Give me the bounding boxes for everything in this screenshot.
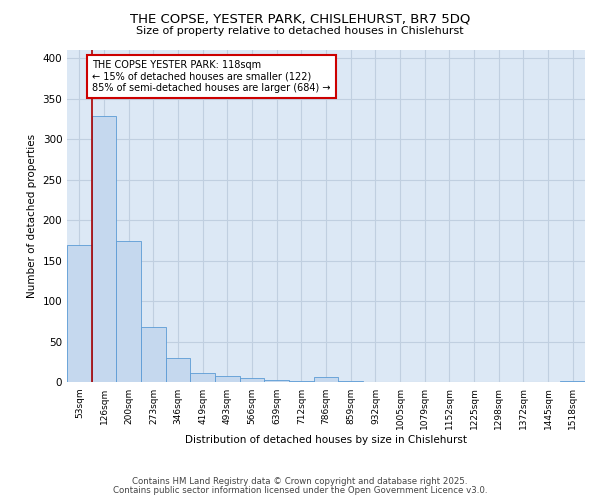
X-axis label: Distribution of detached houses by size in Chislehurst: Distribution of detached houses by size … (185, 435, 467, 445)
Bar (92, 116, 116, 382)
Text: THE COPSE, YESTER PARK, CHISLEHURST, BR7 5DQ: THE COPSE, YESTER PARK, CHISLEHURST, BR7… (130, 12, 470, 26)
Bar (314, 377, 338, 382)
Bar (190, 372, 215, 382)
Bar (166, 358, 190, 382)
Text: THE COPSE YESTER PARK: 118sqm
← 15% of detached houses are smaller (122)
85% of : THE COPSE YESTER PARK: 118sqm ← 15% of d… (92, 60, 331, 93)
Bar (265, 380, 289, 382)
Text: Contains public sector information licensed under the Open Government Licence v3: Contains public sector information licen… (113, 486, 487, 495)
Bar (141, 328, 166, 382)
Bar (560, 381, 585, 382)
Bar (338, 381, 363, 382)
Bar (215, 376, 240, 382)
Bar (116, 240, 141, 382)
Bar (289, 381, 314, 382)
Bar (240, 378, 265, 382)
Y-axis label: Number of detached properties: Number of detached properties (27, 134, 37, 298)
Text: Size of property relative to detached houses in Chislehurst: Size of property relative to detached ho… (136, 26, 464, 36)
Text: Contains HM Land Registry data © Crown copyright and database right 2025.: Contains HM Land Registry data © Crown c… (132, 477, 468, 486)
Bar (67, 244, 92, 382)
